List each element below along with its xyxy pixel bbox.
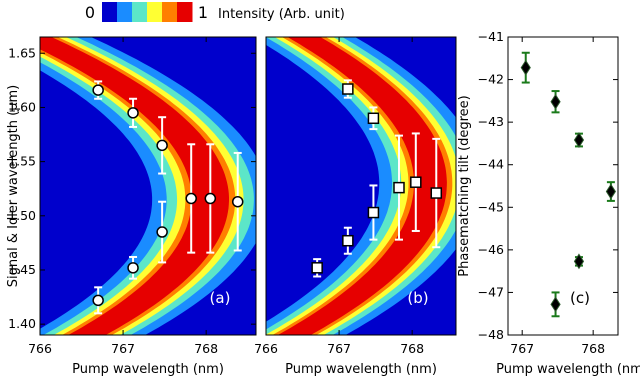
data-point	[410, 176, 422, 188]
panel-c-label: (c)	[570, 289, 590, 307]
x-tick-label: 767	[111, 341, 135, 356]
panel-b-xlabel: Pump wavelength (nm)	[285, 362, 437, 377]
y-tick-label: −41	[478, 29, 504, 44]
x-tick-label: 767	[327, 341, 351, 356]
panel-c-yticks: −41 −42 −43 −44 −45 −46 −47 −48	[478, 29, 618, 342]
panel-a-band	[40, 37, 256, 335]
data-point	[156, 139, 168, 152]
panel-b-xticks: 766 767 768	[254, 37, 424, 356]
data-point	[156, 226, 168, 238]
data-point	[342, 83, 354, 95]
y-tick-label: −48	[478, 327, 504, 342]
data-point	[430, 187, 443, 199]
data-point	[127, 107, 139, 119]
x-tick-label: 766	[254, 341, 278, 356]
panel-b-band	[266, 37, 456, 335]
data-point	[342, 234, 354, 247]
y-tick-label: 1.55	[8, 154, 36, 169]
data-point	[550, 93, 561, 110]
data-point	[367, 206, 380, 219]
y-tick-label: 1.40	[8, 316, 36, 331]
data-point	[573, 253, 585, 270]
panel-c-ylabel: Phasematching tilt (degree)	[457, 95, 472, 276]
data-point	[231, 195, 244, 208]
colorbar-max-label: 1	[198, 3, 208, 22]
panel-a: 766 767 768 1.40 1.45 1.50 1.55 1.60 1.65 (a) P…	[6, 36, 257, 377]
y-tick-label: 1.60	[8, 99, 36, 114]
band-layer	[283, 37, 442, 335]
panel-a-label: (a)	[210, 289, 231, 307]
data-point	[185, 192, 197, 205]
data-point	[573, 132, 585, 148]
panel-b-frame	[265, 36, 457, 336]
x-tick-label: 766	[28, 341, 52, 356]
colorbar-swatches	[102, 2, 193, 22]
colorbar: 0 1 Intensity (Arb. unit)	[85, 2, 345, 22]
colorbar-title: Intensity (Arb. unit)	[218, 7, 345, 22]
data-point	[311, 262, 323, 274]
panel-b-label: (b)	[407, 289, 428, 307]
data-point	[92, 294, 104, 307]
colorbar-swatch	[162, 2, 178, 22]
data-point	[204, 192, 217, 205]
panel-a-points	[92, 84, 244, 307]
x-tick-label: 768	[581, 341, 605, 356]
y-tick-label: −42	[478, 72, 504, 87]
x-tick-label: 768	[400, 341, 424, 356]
data-point	[550, 296, 561, 313]
panel-a-xlabel: Pump wavelength (nm)	[72, 362, 224, 377]
panel-a-xticks: 766 767 768	[28, 37, 218, 356]
panel-b-points	[311, 83, 443, 274]
panel-a-yticks: 1.40 1.45 1.50 1.55 1.60 1.65	[8, 45, 256, 331]
colorbar-swatch	[177, 2, 193, 22]
y-tick-label: −45	[478, 199, 504, 214]
data-point	[393, 181, 405, 194]
data-point	[520, 59, 531, 76]
data-point	[92, 84, 104, 96]
colorbar-swatch	[147, 2, 163, 22]
y-tick-label: 1.50	[8, 208, 36, 223]
panel-c-points	[520, 59, 616, 313]
y-tick-label: 1.65	[8, 45, 36, 60]
x-tick-label: 768	[194, 341, 218, 356]
panel-c-xlabel: Pump wavelength (nm)	[496, 362, 640, 377]
band-layer	[40, 37, 223, 335]
y-tick-label: −43	[478, 114, 504, 129]
y-tick-label: −44	[478, 157, 504, 172]
panel-c-xticks: 767 768	[510, 37, 605, 356]
data-point	[367, 112, 380, 125]
panel-c-frame	[507, 36, 619, 336]
panel-c: 767 768 −41 −42 −43 −44 −45 −46 −47 −48 (c) Pump…	[457, 29, 640, 377]
panel-a-frame	[39, 36, 257, 336]
colorbar-swatch	[132, 2, 148, 22]
colorbar-swatch	[117, 2, 133, 22]
colorbar-swatch	[102, 2, 118, 22]
panel-b: 766 767 768 (b) Pump wavelength (nm)	[254, 36, 457, 377]
x-tick-label: 767	[510, 341, 534, 356]
panel-a-ylabel: Signal & Idler wavelength (μm)	[6, 85, 21, 287]
y-tick-label: −47	[478, 284, 504, 299]
y-tick-label: −46	[478, 242, 504, 257]
data-point	[605, 183, 616, 200]
colorbar-min-label: 0	[85, 3, 95, 22]
panel-c-background	[508, 37, 618, 335]
data-point	[127, 262, 139, 274]
y-tick-label: 1.45	[8, 262, 36, 277]
